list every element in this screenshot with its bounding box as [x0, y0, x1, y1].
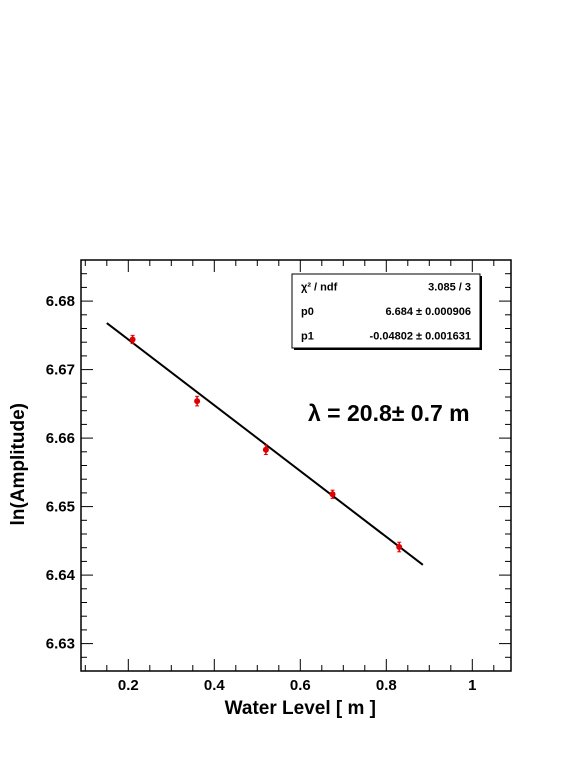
data-marker	[262, 446, 269, 453]
lambda-annotation: λ = 20.8± 0.7 m	[308, 400, 470, 426]
stats-value: 3.085 / 3	[428, 281, 471, 293]
stats-label: χ² / ndf	[301, 281, 338, 293]
x-tick-label: 1	[468, 677, 476, 694]
x-tick-label: 0.2	[118, 677, 139, 694]
x-axis-label: Water Level [ m ]	[225, 698, 376, 719]
data-point	[396, 541, 403, 553]
x-tick-label: 0.8	[376, 677, 397, 694]
data-marker	[329, 491, 336, 498]
y-tick-label: 6.68	[46, 293, 75, 310]
data-marker	[396, 544, 403, 551]
data-point	[262, 444, 269, 456]
data-point	[194, 395, 201, 407]
stats-box	[291, 273, 481, 349]
stats-label: p1	[301, 331, 314, 343]
x-tick-label: 0.6	[290, 677, 311, 694]
stats-value: -0.04802 ± 0.001631	[370, 331, 471, 343]
x-tick-label: 0.4	[204, 677, 226, 694]
stats-value: 6.684 ± 0.000906	[385, 306, 471, 318]
y-tick-label: 6.64	[46, 567, 76, 584]
data-point	[129, 334, 136, 345]
fit-line	[106, 322, 424, 566]
data-marker	[194, 398, 201, 405]
y-tick-label: 6.67	[46, 362, 75, 379]
y-tick-label: 6.65	[46, 499, 75, 516]
y-axis-label: ln(Amplitude)	[8, 403, 29, 525]
stats-label: p0	[301, 306, 314, 318]
y-tick-label: 6.63	[46, 636, 75, 653]
data-point	[329, 489, 336, 499]
data-marker	[129, 336, 136, 343]
y-tick-label: 6.66	[46, 430, 75, 447]
